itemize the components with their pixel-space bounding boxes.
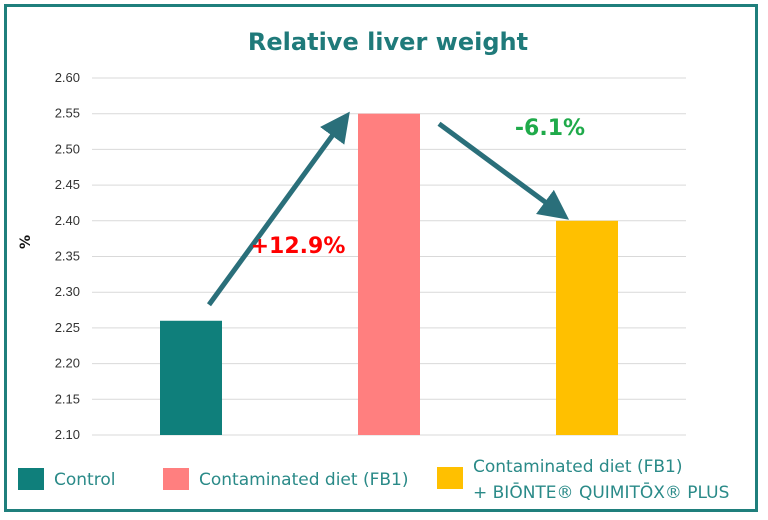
y-tick-label: 2.30 bbox=[55, 284, 80, 299]
legend-swatch-1 bbox=[18, 468, 44, 490]
legend-label-1: Control bbox=[54, 470, 115, 490]
y-tick-label: 2.45 bbox=[55, 177, 80, 192]
increase-label: +12.9% bbox=[251, 234, 346, 259]
annotations: +12.9% -6.1% bbox=[251, 116, 585, 259]
y-tick-label: 2.55 bbox=[55, 106, 80, 121]
y-tick-label: 2.50 bbox=[55, 141, 80, 156]
y-tick-label: 2.20 bbox=[55, 356, 80, 371]
legend: Control Contaminated diet (FB1) Contaminat… bbox=[18, 457, 729, 503]
decrease-label: -6.1% bbox=[515, 116, 585, 141]
legend-label-3: + BIŌNTE® QUIMITŌX® PLUS bbox=[473, 481, 729, 503]
bars bbox=[160, 113, 618, 435]
y-axis-ticks: 2.10 2.15 2.20 2.25 2.30 2.35 2.40 2.45 2.50 2.55… bbox=[55, 70, 80, 442]
y-axis-label: % bbox=[18, 235, 34, 249]
legend-swatch-3 bbox=[437, 467, 463, 489]
legend-label-3: Contaminated diet (FB1) bbox=[473, 457, 683, 477]
chart-title: Relative liver weight bbox=[248, 28, 528, 56]
y-tick-label: 2.10 bbox=[55, 427, 80, 442]
bar-2 bbox=[358, 113, 420, 435]
change-arrows bbox=[206, 111, 570, 307]
increase-arrow bbox=[206, 111, 350, 307]
legend-swatch-2 bbox=[163, 468, 189, 490]
y-tick-label: 2.15 bbox=[55, 391, 80, 406]
bar-3 bbox=[556, 220, 618, 435]
y-tick-label: 2.40 bbox=[55, 213, 80, 228]
legend-label-2: Contaminated diet (FB1) bbox=[199, 470, 409, 490]
decrease-arrow bbox=[437, 121, 570, 220]
y-tick-label: 2.35 bbox=[55, 249, 80, 264]
bar-1 bbox=[160, 320, 222, 435]
y-tick-label: 2.60 bbox=[55, 70, 80, 85]
y-tick-label: 2.25 bbox=[55, 320, 80, 335]
